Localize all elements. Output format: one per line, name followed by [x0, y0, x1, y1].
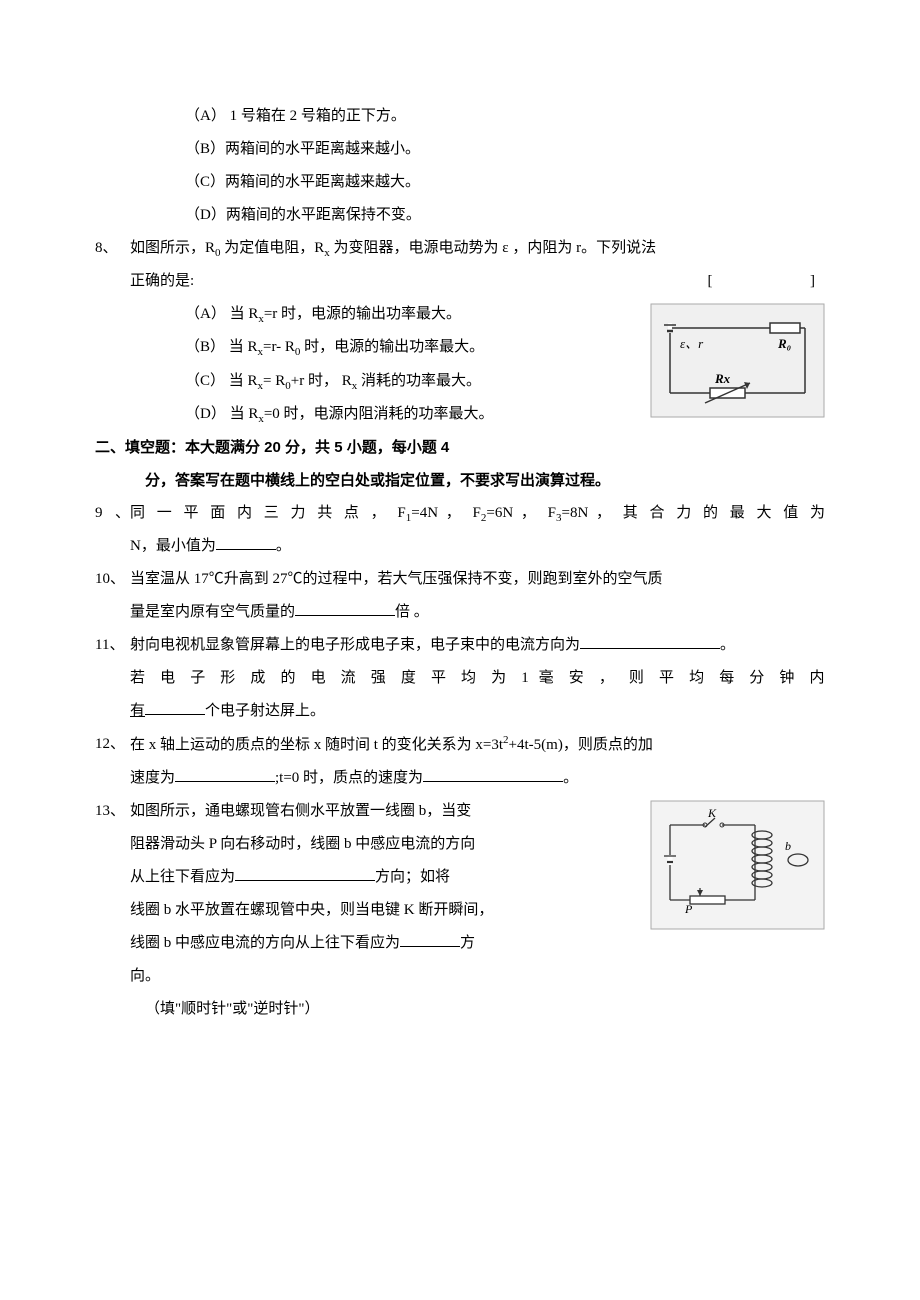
- q7-option-a: （A） 1 号箱在 2 号箱的正下方。: [95, 100, 825, 133]
- q8d2: =0 时，电源内阻消耗的功率最大。: [264, 406, 494, 422]
- q8-t1: 如图所示，R: [130, 240, 215, 256]
- q9-line2: N，最小值为 。: [95, 530, 825, 563]
- q11-block: 11、 射向电视机显象管屏幕上的电子形成电子束，电子束中的电流方向为 。 若 电 …: [95, 629, 825, 728]
- q8c3: +r 时， R: [291, 373, 352, 389]
- q11-blank2: [145, 699, 205, 716]
- q8-br: ]: [810, 273, 815, 289]
- q10-block: 10、 当室温从 17℃升高到 27℃的过程中，若大气压强保持不变，则跑到室外的…: [95, 563, 825, 629]
- q9-line1: 同 一 平 面 内 三 力 共 点 ， F1=4N ， F2=6N ， F3=8…: [130, 497, 825, 530]
- q12t3: ;t=0 时，质点的速度为: [275, 770, 423, 786]
- section2-header-line1: 二、填空题：本大题满分 20 分，共 5 小题，每小题 4: [95, 431, 825, 464]
- q7-option-c: （C）两箱间的水平距离越来越大。: [95, 166, 825, 199]
- q11-line3: 有 个电子射达屏上。: [95, 695, 825, 728]
- q9-block: 9 、 同 一 平 面 内 三 力 共 点 ， F1=4N ， F2=6N ， …: [95, 497, 825, 563]
- q8d1: （D） 当 R: [185, 406, 258, 422]
- q8-t3: 为变阻器，电源电动势为 ε ，内阻为 r。下列说法: [330, 240, 656, 256]
- q12t1: 在 x 轴上运动的质点的坐标 x 随时间 t 的变化关系为 x=3t: [130, 737, 503, 753]
- q8-block: 8、 如图所示，R0 为定值电阻，Rx 为变阻器，电源电动势为 ε ，内阻为 r…: [95, 232, 825, 431]
- q9t3: =6N ， F: [486, 505, 556, 521]
- q12-number: 12、: [95, 728, 130, 761]
- q8-number: 8、: [95, 232, 130, 265]
- q8-stem-line2: 正确的是: [ ]: [95, 265, 825, 298]
- q12-line2: 速度为 ;t=0 时，质点的速度为 。: [95, 762, 825, 795]
- q8c2: = R: [263, 373, 285, 389]
- q8-stem-line1: 如图所示，R0 为定值电阻，Rx 为变阻器，电源电动势为 ε ，内阻为 r。下列…: [130, 232, 656, 265]
- q13-blank1: [235, 865, 375, 882]
- q13t3a: 从上往下看应为: [130, 869, 235, 885]
- q13-block: K P b 13、 如图所示，通电螺现管右侧水平放置一线圈 b，当变 阻器滑动头…: [95, 795, 825, 1026]
- q10t3: 倍 。: [395, 604, 429, 620]
- circuit-r0-label: R₀: [777, 336, 791, 351]
- circuit-rx-label: Rx: [714, 371, 731, 386]
- circuit-figure: ε、r R₀ Rx: [650, 303, 825, 418]
- q7-option-d: （D）两箱间的水平距离保持不变。: [95, 199, 825, 232]
- q9t2: =4N ， F: [411, 505, 481, 521]
- q8-t2: 为定值电阻，R: [221, 240, 325, 256]
- q12-block: 12、 在 x 轴上运动的质点的坐标 x 随时间 t 的变化关系为 x=3t2+…: [95, 728, 825, 795]
- section2-header-line2: 分，答案写在题中横线上的空白处或指定位置，不要求写出演算过程。: [95, 464, 825, 497]
- q12t1b: +4t-5(m)，则质点的加: [509, 737, 653, 753]
- q8a2: =r 时，电源的输出功率最大。: [264, 306, 461, 322]
- q8b2: =r- R: [263, 339, 295, 355]
- q13-line1: 如图所示，通电螺现管右侧水平放置一线圈 b，当变: [130, 795, 471, 828]
- q13t3b: 方向；如将: [375, 869, 450, 885]
- q11-line1: 射向电视机显象管屏幕上的电子形成电子束，电子束中的电流方向为 。: [130, 629, 825, 662]
- q12t2: 速度为: [130, 770, 175, 786]
- q12-blank1: [175, 766, 275, 783]
- q11-blank1: [580, 633, 720, 650]
- q11t3: 个电子射达屏上。: [205, 703, 325, 719]
- rheostat-P-label: P: [684, 902, 693, 916]
- q8b1: （B） 当 R: [185, 339, 258, 355]
- q13t5b: 方: [460, 935, 475, 951]
- q13-number: 13、: [95, 795, 130, 828]
- q11-line2: 若 电 子 形 成 的 电 流 强 度 平 均 为 1 毫 安 ， 则 平 均 …: [95, 662, 825, 695]
- q7-option-b: （B）两箱间的水平距离越来越小。: [95, 133, 825, 166]
- switch-K-label: K: [707, 806, 717, 820]
- q13-hint: （填"顺时针"或"逆时针"）: [95, 993, 825, 1026]
- q11t2b: 有: [130, 703, 145, 719]
- q8-bracket: [ ]: [708, 265, 816, 298]
- q10-blank: [295, 600, 395, 617]
- coil-b-label: b: [785, 839, 791, 853]
- q10t2: 量是室内原有空气质量的: [130, 604, 295, 620]
- q8-t4: 正确的是:: [130, 273, 194, 289]
- q9t5: N，最小值为: [130, 538, 216, 554]
- q10-line2: 量是室内原有空气质量的 倍 。: [95, 596, 825, 629]
- q12t4: 。: [563, 770, 578, 786]
- q8-bl: [: [708, 273, 713, 289]
- q9t1: 同 一 平 面 内 三 力 共 点 ， F: [130, 505, 406, 521]
- q10-number: 10、: [95, 563, 130, 596]
- solenoid-figure: K P b: [650, 800, 825, 930]
- q11t1: 射向电视机显象管屏幕上的电子形成电子束，电子束中的电流方向为: [130, 637, 580, 653]
- q10-line1: 当室温从 17℃升高到 27℃的过程中，若大气压强保持不变，则跑到室外的空气质: [130, 563, 663, 596]
- q13-blank2: [400, 931, 460, 948]
- q12-blank2: [423, 766, 563, 783]
- q12-line1: 在 x 轴上运动的质点的坐标 x 随时间 t 的变化关系为 x=3t2+4t-5…: [130, 728, 653, 762]
- q13-line6: 向。: [95, 960, 825, 993]
- q8c4: 消耗的功率最大。: [357, 373, 481, 389]
- q11t1e: 。: [720, 637, 735, 653]
- q8c1: （C） 当 R: [185, 373, 258, 389]
- q8b3: 时，电源的输出功率最大。: [300, 339, 484, 355]
- q9t6: 。: [276, 538, 291, 554]
- q8a1: （A） 当 R: [185, 306, 258, 322]
- q13t5a: 线圈 b 中感应电流的方向从上往下看应为: [130, 935, 400, 951]
- q13-line5: 线圈 b 中感应电流的方向从上往下看应为 方: [95, 927, 825, 960]
- q9t4: =8N ， 其 合 力 的 最 大 值 为: [562, 505, 825, 521]
- circuit-eps-label: ε、r: [680, 336, 704, 351]
- q11-number: 11、: [95, 629, 130, 662]
- q9-number: 9 、: [95, 497, 130, 530]
- q9-blank: [216, 534, 276, 551]
